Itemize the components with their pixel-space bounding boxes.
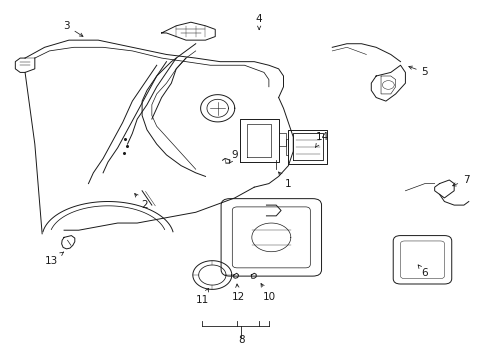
Text: 10: 10: [261, 284, 275, 302]
Text: 1: 1: [278, 172, 291, 189]
Text: 3: 3: [63, 21, 83, 36]
Text: 9: 9: [229, 150, 238, 163]
Text: 6: 6: [417, 265, 427, 278]
Text: 12: 12: [231, 284, 244, 302]
Text: 14: 14: [315, 132, 328, 147]
Text: 5: 5: [408, 66, 427, 77]
Text: 11: 11: [195, 288, 208, 305]
Text: 2: 2: [134, 194, 147, 210]
Text: 4: 4: [255, 14, 262, 30]
Text: 8: 8: [237, 334, 244, 345]
Text: 13: 13: [45, 252, 63, 266]
Text: 7: 7: [452, 175, 468, 186]
